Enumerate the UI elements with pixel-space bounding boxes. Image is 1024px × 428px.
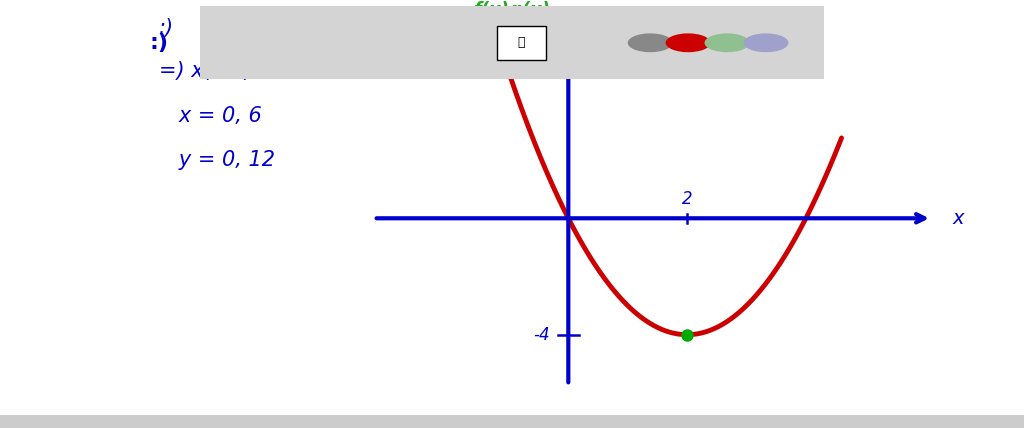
Bar (200, 6, 824, 79)
Text: =) x(x-6)=0: =) x(x-6)=0 (159, 61, 284, 80)
Circle shape (666, 33, 711, 52)
Text: 2: 2 (682, 190, 692, 208)
Text: y: y (577, 43, 588, 62)
Text: :): :) (150, 33, 168, 53)
Circle shape (628, 33, 673, 52)
FancyBboxPatch shape (497, 26, 546, 60)
Text: ↺: ↺ (220, 31, 241, 55)
Text: ◇: ◇ (345, 33, 361, 53)
Text: A: A (462, 33, 476, 52)
Text: x = 0, 6: x = 0, 6 (159, 106, 261, 125)
Text: ✄: ✄ (386, 33, 402, 52)
Text: ↑: ↑ (304, 33, 321, 52)
Circle shape (743, 33, 788, 52)
Circle shape (705, 33, 750, 52)
Text: 🏔: 🏔 (517, 36, 525, 49)
Text: x: x (952, 209, 964, 228)
Text: ▱: ▱ (423, 33, 437, 52)
Text: C: C (263, 33, 280, 53)
Text: -4: -4 (534, 326, 550, 344)
Text: ⛰: ⛰ (506, 33, 518, 52)
Text: y = 0, 12: y = 0, 12 (159, 151, 274, 170)
Text: (2,-4): (2,-4) (748, 35, 816, 55)
Text: :): :) (159, 18, 174, 38)
Text: f(x)g(x): f(x)g(x) (473, 1, 551, 19)
Bar (0, 415, 1024, 428)
